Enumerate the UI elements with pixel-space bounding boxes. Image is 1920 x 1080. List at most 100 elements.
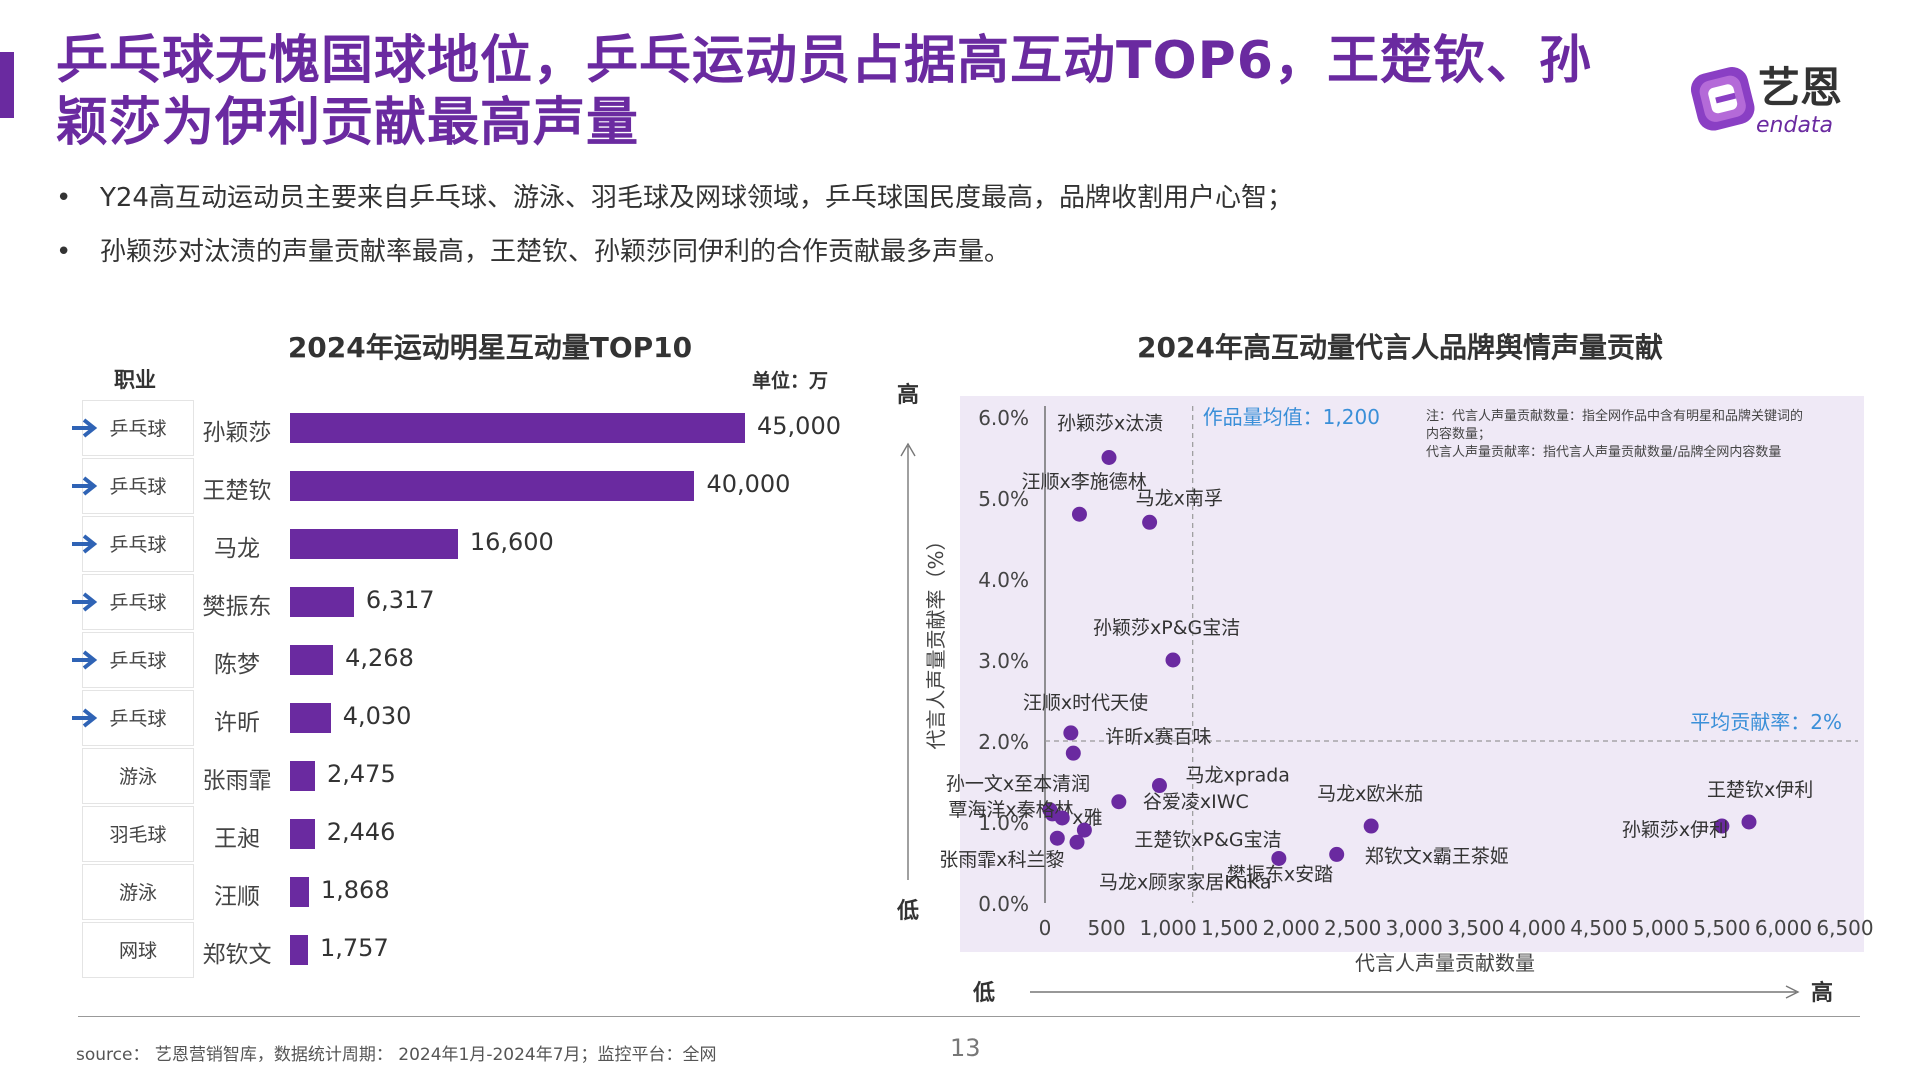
occupation-cell: 乒乓球 — [82, 690, 194, 746]
scatter-point — [1111, 794, 1127, 810]
athlete-name: 马龙 — [214, 536, 260, 562]
x-tick-label: 4,000 — [1509, 916, 1566, 940]
y-tick-label: 3.0% — [978, 649, 1029, 673]
bar-value-label: 2,475 — [327, 760, 396, 788]
point-label: 马龙x欧米茄 — [1317, 783, 1423, 805]
occupation-column-header: 职业 — [114, 368, 156, 392]
point-label: 汪顺x时代天使 — [1023, 692, 1148, 714]
summary-bullets: • Y24高互动运动员主要来自乒乓球、游泳、羽毛球及网球领域，乒乓球国民度最高，… — [52, 180, 1852, 288]
scatter-point — [1063, 725, 1079, 741]
point-label: 孙一文x至本清润 — [946, 773, 1090, 795]
scatter-point — [1065, 745, 1081, 761]
y-tick-label: 2.0% — [978, 730, 1029, 754]
scatter-point — [1142, 514, 1158, 530]
bar-value-label: 6,317 — [365, 586, 435, 614]
chart-note: 代言人声量贡献率：指代言人声量贡献数量/品牌全网内容数量 — [1426, 444, 1781, 460]
point-label: x雅 — [1072, 807, 1102, 829]
athlete-name: 汪顺 — [214, 884, 260, 910]
logo-text: 艺恩 — [1758, 63, 1842, 112]
scatter-point — [1042, 802, 1058, 818]
highlight-arrow-icon — [72, 418, 98, 438]
y-direction-arrowhead-icon — [900, 442, 916, 457]
athlete-name: 张雨霏 — [202, 768, 272, 794]
bar — [290, 471, 695, 501]
y-low-label: 低 — [896, 899, 919, 924]
bar — [290, 877, 309, 907]
bar-value-label: 1,757 — [320, 934, 389, 962]
bullet-text: 孙颖莎对汰渍的声量贡献率最高，王楚钦、孙颖莎同伊利的合作贡献最多声量。 — [100, 237, 1011, 267]
scatter-point — [1165, 652, 1181, 668]
x-tick-label: 3,500 — [1447, 916, 1504, 940]
bar — [290, 703, 331, 733]
scatter-point — [1271, 850, 1287, 866]
point-label: 马龙xprada — [1185, 765, 1289, 787]
y-tick-label: 6.0% — [978, 406, 1029, 430]
bullet-dot: • — [56, 237, 72, 267]
occupation-cell: 游泳 — [82, 864, 194, 920]
point-label: 许昕x赛百味 — [1105, 726, 1211, 748]
bar-chart-title: 2024年运动明星互动量TOP10 — [287, 331, 693, 364]
highlight-arrow-icon — [72, 708, 98, 728]
y-axis-label: 代言人声量贡献率（%） — [924, 530, 948, 749]
scatter-point — [1054, 810, 1070, 826]
scatter-point — [1071, 506, 1087, 522]
highlight-arrow-icon — [72, 650, 98, 670]
occupation-cell: 乒乓球 — [82, 632, 194, 688]
bar-value-label: 4,030 — [342, 702, 412, 730]
point-label: 马龙x顾家家居KuKa — [1099, 871, 1272, 893]
scatter-point — [1714, 818, 1730, 834]
bar-chart-unit: 单位：万 — [752, 370, 829, 392]
point-label: 覃海洋x秦格林 — [948, 799, 1073, 821]
point-label: 王楚钦xP&G宝洁 — [1134, 829, 1281, 851]
chart-note: 内容数量； — [1426, 426, 1491, 442]
page-number: 13 — [950, 1034, 981, 1062]
chart-note: 注：代言人声量贡献数量：指全网作品中含有明星和品牌关键词的 — [1426, 408, 1803, 424]
highlight-arrow-icon — [72, 534, 98, 554]
scatter-point — [1076, 822, 1092, 838]
x-tick-label: 5,000 — [1632, 916, 1689, 940]
scatter-point — [1329, 846, 1345, 862]
x-tick-label: 6,500 — [1816, 916, 1873, 940]
scatter-point — [1741, 814, 1757, 830]
logo-mark-icon: 艺恩 endata — [1690, 63, 1842, 138]
y-tick-label: 4.0% — [978, 568, 1029, 592]
x-low-label: 低 — [972, 981, 995, 1006]
source-note: source： 艺恩营销智库，数据统计周期： 2024年1月-2024年7月；监… — [76, 1045, 717, 1065]
occupation-cell: 乒乓球 — [82, 458, 194, 514]
bar — [290, 935, 308, 965]
x-tick-label: 5,500 — [1693, 916, 1750, 940]
x-direction-arrowhead-icon — [1785, 985, 1800, 999]
point-label: 孙颖莎xP&G宝洁 — [1093, 617, 1240, 639]
bar — [290, 413, 745, 443]
bullet-text: Y24高互动运动员主要来自乒乓球、游泳、羽毛球及网球领域，乒乓球国民度最高，品牌… — [100, 183, 1293, 213]
athlete-name: 孙颖莎 — [202, 420, 272, 446]
scatter-point — [1044, 806, 1060, 822]
bullet-item: • Y24高互动运动员主要来自乒乓球、游泳、羽毛球及网球领域，乒乓球国民度最高，… — [52, 180, 1852, 234]
y-tick-label: 5.0% — [978, 487, 1029, 511]
bar — [290, 587, 354, 617]
highlight-arrow-icon — [72, 592, 98, 612]
athlete-name: 许昕 — [214, 710, 260, 736]
athlete-name: 郑钦文 — [202, 942, 272, 968]
point-label: 汪顺x李施德林 — [1021, 471, 1146, 493]
bar — [290, 761, 316, 791]
x-tick-label: 3,000 — [1386, 916, 1443, 940]
occupation-cell: 网球 — [82, 922, 194, 978]
page-title-line2: 颖莎为伊利贡献最高声量 — [56, 93, 640, 153]
occupation-cell: 乒乓球 — [82, 574, 194, 630]
title-accent-bar — [0, 52, 14, 118]
bar-value-label: 16,600 — [469, 528, 554, 556]
scatter-point — [1069, 834, 1085, 850]
point-label: 王楚钦x伊利 — [1707, 779, 1813, 801]
bullet-dot: • — [56, 183, 72, 213]
athlete-name: 陈梦 — [214, 652, 260, 678]
point-label: 张雨霏x科兰黎 — [939, 849, 1064, 871]
x-tick-label: 500 — [1087, 916, 1125, 940]
bar-value-label: 4,268 — [345, 644, 414, 672]
x-high-label: 高 — [1811, 980, 1833, 1006]
occupation-cell: 羽毛球 — [82, 806, 194, 862]
occupation-cell: 游泳 — [82, 748, 194, 804]
point-label: 谷爱凌xIWC — [1143, 791, 1249, 813]
x-tick-label: 1,000 — [1139, 916, 1196, 940]
